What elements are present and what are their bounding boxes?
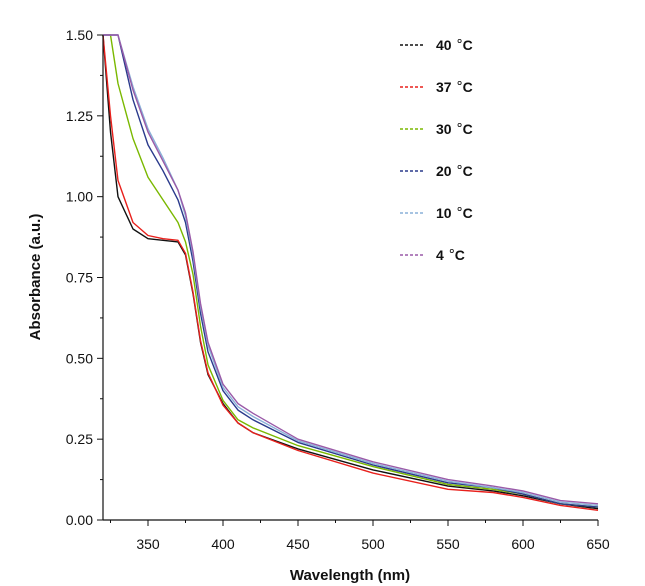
y-tick-label: 0.25 xyxy=(66,431,93,447)
legend-label: 10 xyxy=(436,205,452,221)
x-tick-label: 500 xyxy=(361,536,385,552)
series-line-37c xyxy=(102,34,599,511)
y-tick-label: 1.00 xyxy=(66,189,93,205)
series-line-40c xyxy=(102,34,599,510)
legend-label: 40 xyxy=(436,37,452,53)
legend-label: 20 xyxy=(436,163,452,179)
legend-unit: C xyxy=(455,247,465,263)
legend-label: 37 xyxy=(436,79,452,95)
series-line-10c xyxy=(103,34,599,507)
legend-unit: C xyxy=(463,205,473,221)
plot-lines xyxy=(102,34,599,511)
y-tick-label: 0.00 xyxy=(66,512,93,528)
x-tick-label: 600 xyxy=(511,536,535,552)
legend-label: 4 xyxy=(436,247,444,263)
legend-unit: C xyxy=(463,79,473,95)
legend-unit: C xyxy=(463,121,473,137)
y-ticks: 0.00 0.25 0.50 0.75 1.00 1.25 1.50 xyxy=(66,27,103,528)
y-tick-label: 1.25 xyxy=(66,108,93,124)
x-ticks: 350 400 450 500 550 600 650 xyxy=(110,520,610,552)
degree-icon xyxy=(457,39,462,44)
x-tick-label: 450 xyxy=(286,536,310,552)
y-axis-title: Absorbance (a.u.) xyxy=(27,214,44,341)
degree-icon xyxy=(457,81,462,86)
degree-icon xyxy=(457,206,462,211)
legend-unit: C xyxy=(463,37,473,53)
legend-label: 30 xyxy=(436,121,452,137)
x-axis-title: Wavelength (nm) xyxy=(290,567,410,584)
x-tick-label: 650 xyxy=(586,536,610,552)
legend-unit: C xyxy=(463,163,473,179)
x-tick-label: 350 xyxy=(136,536,160,552)
y-tick-label: 1.50 xyxy=(66,27,93,43)
x-tick-label: 550 xyxy=(436,536,460,552)
series-line-4c xyxy=(103,34,599,505)
series-line-30c xyxy=(103,34,599,508)
y-tick-label: 0.50 xyxy=(66,350,93,366)
degree-icon xyxy=(457,123,462,128)
legend: 40 C37 C30 C20 C10 C4 C xyxy=(400,37,473,263)
x-tick-label: 400 xyxy=(211,536,235,552)
axes xyxy=(102,35,598,521)
degree-icon xyxy=(449,248,454,253)
y-tick-label: 0.75 xyxy=(66,270,93,286)
series-line-20c xyxy=(103,34,599,508)
degree-icon xyxy=(457,164,462,169)
